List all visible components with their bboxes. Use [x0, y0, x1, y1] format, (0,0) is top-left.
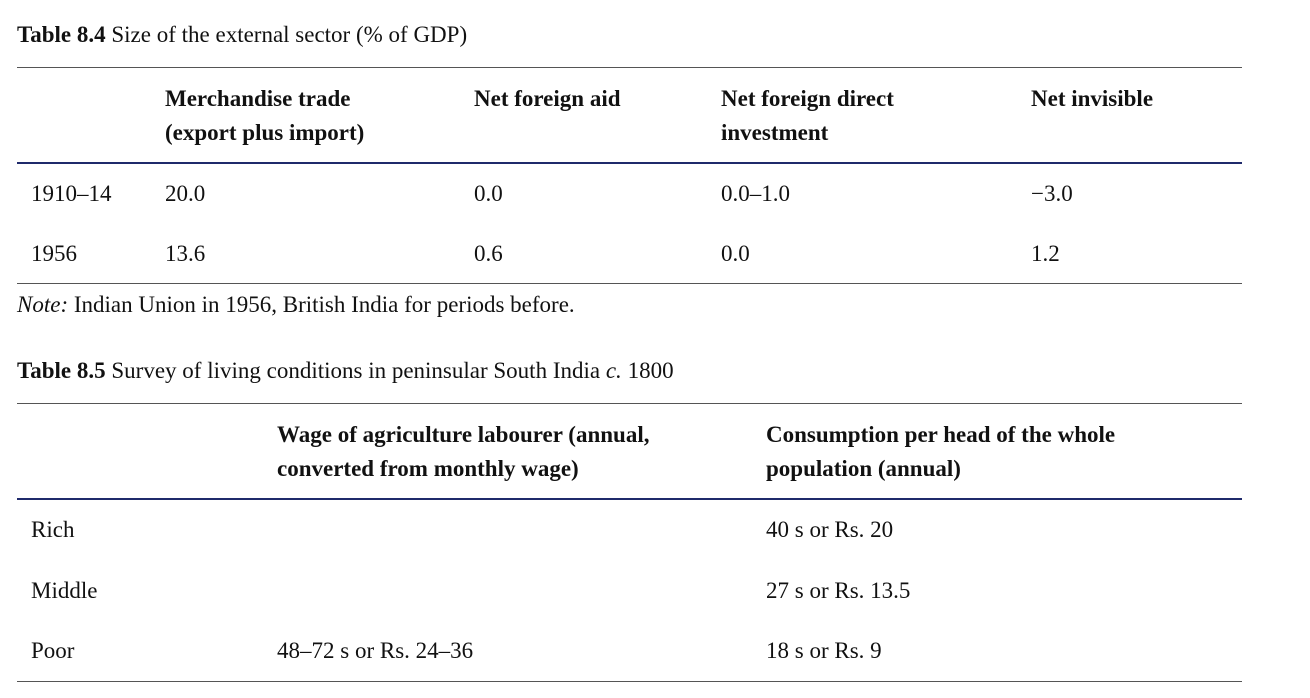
table-8-5-top-rule	[17, 403, 1242, 404]
header-line: Consumption per head of the whole	[766, 422, 1116, 447]
table-8-5-bottom-rule	[17, 681, 1242, 682]
header-line: population (annual)	[766, 456, 961, 481]
table-8-5-row-3-class: Poor	[31, 638, 75, 663]
table-8-4-caption: Table 8.4 Size of the external sector (%…	[17, 18, 467, 51]
table-8-5-row-2-class: Middle	[31, 578, 98, 603]
table-8-5-title: Survey of living conditions in peninsula…	[111, 358, 601, 383]
table-8-4-row-2-period: 1956	[31, 241, 77, 266]
header-line: converted from monthly wage)	[277, 456, 579, 481]
table-8-4-top-rule	[17, 67, 1242, 68]
table-8-5-caption: Table 8.5 Survey of living conditions in…	[17, 354, 674, 387]
table-8-5-row-3-wage: 48–72 s or Rs. 24–36	[277, 638, 474, 663]
table-8-4-row-2-fdi: 0.0	[721, 241, 750, 266]
header-line: Net foreign direct	[721, 86, 894, 111]
table-8-4-header-fdi: Net foreign direct investment	[721, 82, 894, 150]
note-text: Indian Union in 1956, British India for …	[73, 292, 575, 317]
table-8-5-header-wage: Wage of agriculture labourer (annual, co…	[277, 418, 649, 486]
header-line: Wage of agriculture labourer (annual,	[277, 422, 650, 447]
table-8-5-row-1-consumption: 40 s or Rs. 20	[766, 517, 894, 542]
header-line: Net foreign aid	[474, 86, 621, 111]
table-8-4-row-2-merchandise: 13.6	[165, 241, 206, 266]
table-8-4-header-merchandise: Merchandise trade (export plus import)	[165, 82, 364, 150]
table-8-4-header-rule	[17, 162, 1242, 164]
table-8-5-row-3-consumption: 18 s or Rs. 9	[766, 638, 882, 663]
table-8-4-label: Table 8.4	[17, 22, 106, 47]
table-8-5-row-2-consumption: 27 s or Rs. 13.5	[766, 578, 911, 603]
table-8-5-title-circa: c.	[605, 358, 622, 383]
table-8-4-bottom-rule	[17, 283, 1242, 284]
table-8-5-row-1-class: Rich	[31, 517, 75, 542]
header-line: (export plus import)	[165, 120, 365, 145]
table-8-4-row-2-aid: 0.6	[474, 241, 503, 266]
table-8-5-header-consumption: Consumption per head of the whole popula…	[766, 418, 1115, 486]
table-8-4-row-1-merchandise: 20.0	[165, 181, 206, 206]
table-8-4-header-aid: Net foreign aid	[474, 82, 621, 116]
table-8-5-label: Table 8.5	[17, 358, 106, 383]
table-8-4-row-1-fdi: 0.0–1.0	[721, 181, 790, 206]
table-8-4-row-2-invisible: 1.2	[1031, 241, 1060, 266]
header-line: Net invisible	[1031, 86, 1154, 111]
table-8-4-header-invisible: Net invisible	[1031, 82, 1153, 116]
table-8-4-row-1-period: 1910–14	[31, 181, 112, 206]
table-8-4-title: Size of the external sector (% of GDP)	[111, 22, 468, 47]
table-8-4-note: Note: Indian Union in 1956, British Indi…	[17, 288, 575, 321]
header-line: Merchandise trade	[165, 86, 351, 111]
header-line: investment	[721, 120, 829, 145]
table-8-5-header-rule	[17, 498, 1242, 500]
table-8-4-row-1-invisible: −3.0	[1031, 181, 1073, 206]
table-8-5-title-year: 1800	[627, 358, 674, 383]
table-8-4-row-1-aid: 0.0	[474, 181, 503, 206]
note-label: Note:	[17, 292, 69, 317]
